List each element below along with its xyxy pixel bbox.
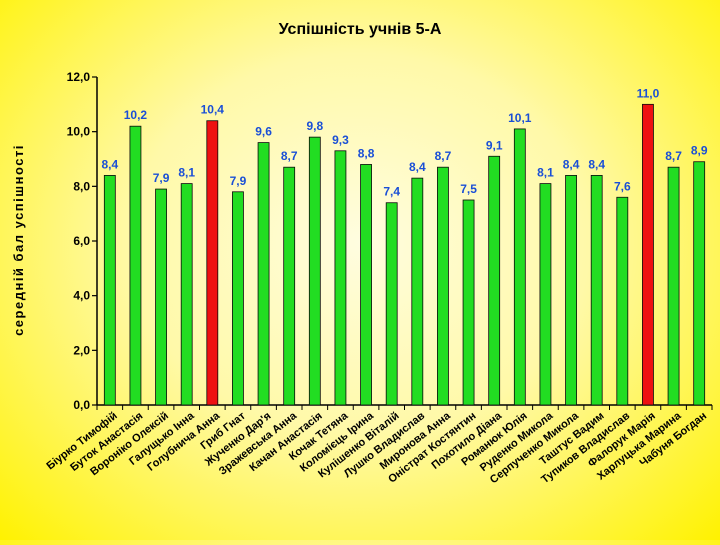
bar bbox=[437, 166, 449, 406]
bar bbox=[283, 166, 296, 406]
bar bbox=[539, 183, 552, 406]
data-label: 8,1 bbox=[178, 166, 195, 180]
data-label: 10,1 bbox=[508, 111, 532, 125]
data-label: 8,7 bbox=[665, 149, 682, 163]
data-label: 7,9 bbox=[230, 174, 247, 188]
data-label: 9,3 bbox=[332, 133, 349, 147]
data-label: 9,1 bbox=[486, 138, 503, 152]
bar bbox=[257, 142, 270, 406]
y-tick-label: 2,0 bbox=[73, 343, 90, 357]
data-label: 8,4 bbox=[101, 157, 118, 171]
data-label: 7,5 bbox=[460, 182, 477, 196]
data-label: 9,8 bbox=[306, 119, 323, 133]
bar bbox=[667, 166, 680, 406]
y-axis-label: середній бал успішності bbox=[11, 144, 26, 336]
y-tick-label: 12,0 bbox=[67, 70, 91, 84]
data-label: 8,4 bbox=[409, 160, 426, 174]
data-label: 11,0 bbox=[637, 86, 660, 100]
bar bbox=[180, 183, 193, 406]
data-label: 8,8 bbox=[358, 146, 375, 160]
data-label: 9,6 bbox=[255, 125, 272, 139]
data-label: 10,2 bbox=[124, 108, 148, 122]
data-label: 7,6 bbox=[614, 179, 631, 193]
bar bbox=[462, 199, 475, 406]
data-label: 8,4 bbox=[588, 157, 605, 171]
data-label: 8,4 bbox=[563, 157, 580, 171]
data-label: 7,9 bbox=[153, 171, 170, 185]
y-tick-label: 0,0 bbox=[73, 398, 90, 412]
data-label: 8,7 bbox=[281, 149, 298, 163]
data-label: 8,1 bbox=[537, 166, 554, 180]
bar bbox=[232, 191, 244, 406]
data-label: 10,4 bbox=[201, 103, 225, 117]
y-tick-label: 10,0 bbox=[67, 125, 91, 139]
bar bbox=[385, 202, 398, 406]
y-tick-label: 6,0 bbox=[73, 234, 90, 248]
bar bbox=[488, 155, 501, 406]
data-label: 7,4 bbox=[383, 185, 400, 199]
bar bbox=[411, 177, 424, 406]
bar bbox=[693, 161, 706, 406]
bar bbox=[334, 150, 347, 406]
bar bbox=[308, 136, 321, 406]
bar bbox=[590, 174, 603, 406]
chart-title: Успішність учнів 5-А bbox=[279, 21, 442, 38]
bar bbox=[513, 128, 526, 406]
bar bbox=[129, 125, 142, 406]
bar bbox=[616, 196, 629, 406]
bar bbox=[360, 164, 372, 406]
bar bbox=[155, 188, 167, 406]
bar bbox=[206, 120, 219, 406]
data-label: 8,7 bbox=[435, 149, 452, 163]
data-label: 8,9 bbox=[691, 144, 708, 158]
y-tick-label: 8,0 bbox=[73, 179, 90, 193]
bar bbox=[565, 174, 577, 406]
bar bbox=[642, 103, 654, 406]
bar bbox=[103, 174, 116, 406]
y-tick-label: 4,0 bbox=[73, 289, 90, 303]
